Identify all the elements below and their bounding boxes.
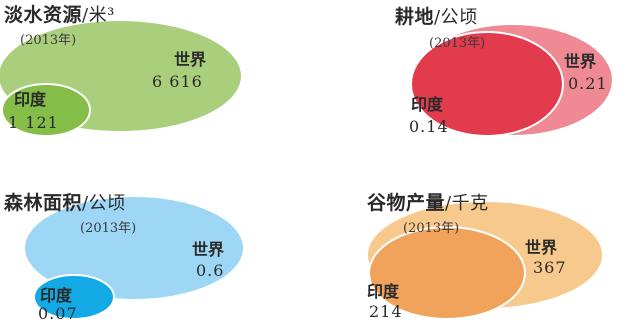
india-ellipse [1, 83, 91, 137]
panel-grain: 谷物产量/千克 (2013年) 世界 367 印度 214 [313, 160, 626, 320]
world-label: 世界 [525, 238, 558, 257]
panel-farmland: 耕地/公顷 (2013年) 世界 0.21 印度 0.14 [313, 0, 626, 160]
title-text: 森林面积 [4, 192, 83, 214]
india-value: 1 121 [8, 113, 59, 132]
panel-title: 淡水资源/米³ [4, 4, 115, 26]
title-text: 耕地 [395, 6, 435, 28]
india-value: 214 [369, 302, 403, 321]
farmland-ellipses [410, 23, 614, 137]
unit-text: /公顷 [434, 7, 478, 28]
india-label: 印度 [411, 95, 444, 114]
unit-text: /米³ [82, 5, 115, 26]
unit-text: /公顷 [82, 193, 126, 214]
world-value: 0.21 [568, 74, 608, 93]
world-label: 世界 [564, 52, 597, 71]
india-label: 印度 [367, 282, 400, 301]
year-label: (2013年) [403, 221, 460, 236]
year-label: (2013年) [80, 221, 137, 236]
india-ellipse [410, 31, 564, 137]
world-ellipse [23, 195, 245, 301]
panel-title: 耕地/公顷 [395, 6, 478, 28]
panel-title: 森林面积/公顷 [4, 192, 126, 214]
world-value: 0.6 [196, 261, 225, 280]
world-label: 世界 [192, 240, 225, 259]
year-label: (2013年) [429, 36, 486, 51]
india-ellipse [368, 226, 526, 320]
india-label: 印度 [14, 90, 47, 109]
unit-text: /千克 [445, 193, 489, 214]
freshwater-ellipses [0, 19, 243, 137]
panel-forest: 森林面积/公顷 (2013年) 世界 0.6 印度 0.07 [0, 160, 313, 323]
panel-title: 谷物产量/千克 [367, 192, 489, 214]
india-value: 0.14 [409, 117, 449, 136]
title-text: 淡水资源 [4, 4, 83, 26]
panel-freshwater: 淡水资源/米³ (2013年) 世界 6 616 印度 1 121 [0, 0, 313, 160]
world-label: 世界 [174, 50, 207, 69]
year-label: (2013年) [20, 33, 77, 48]
grain-ellipses [366, 200, 604, 320]
world-value: 367 [533, 258, 567, 277]
india-label: 印度 [40, 286, 73, 305]
india-ellipse [33, 274, 115, 320]
world-value: 6 616 [152, 72, 203, 91]
forest-ellipses [23, 195, 245, 320]
title-text: 谷物产量 [367, 192, 446, 214]
india-value: 0.07 [38, 304, 78, 323]
